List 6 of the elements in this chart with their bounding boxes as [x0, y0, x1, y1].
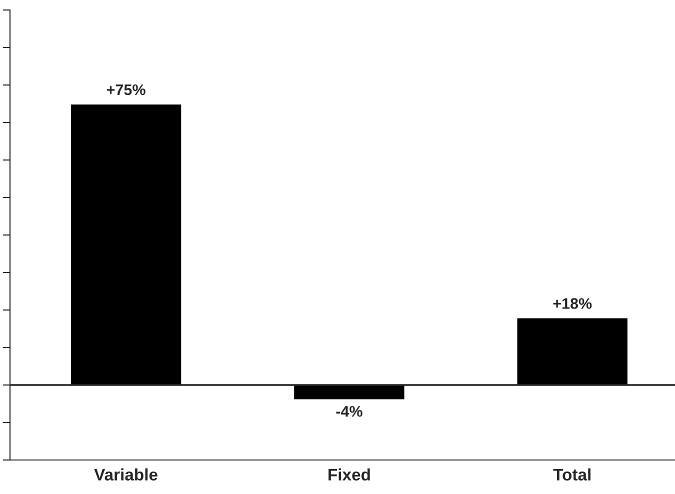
data-label: -4% — [336, 406, 362, 417]
x-tick-label: Variable — [94, 468, 158, 481]
x-tick-label: Total — [553, 468, 590, 481]
data-label: +18% — [553, 298, 592, 309]
x-tick-label: Fixed — [328, 468, 370, 481]
data-label: +75% — [106, 84, 146, 96]
